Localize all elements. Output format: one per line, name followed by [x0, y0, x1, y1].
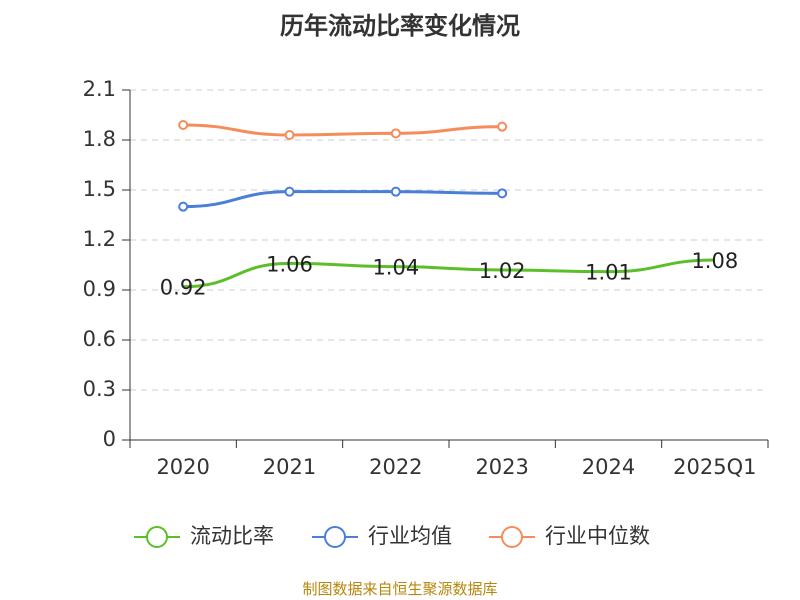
x-tick-label: 2021 — [263, 455, 316, 479]
data-point — [178, 120, 189, 130]
data-label: 1.02 — [479, 259, 526, 283]
data-point — [178, 201, 189, 212]
legend-marker — [324, 526, 346, 548]
legend-label: 行业中位数 — [545, 524, 650, 548]
data-point — [390, 186, 401, 197]
x-tick-label: 2024 — [582, 455, 635, 479]
y-tick-label: 1.5 — [83, 177, 116, 201]
series-line-3 — [183, 123, 503, 137]
series-lines — [178, 120, 715, 289]
legend-label: 行业均值 — [368, 524, 452, 548]
y-tick-label: 0.6 — [83, 327, 116, 351]
data-label: 1.04 — [372, 256, 419, 280]
series-line-2 — [183, 190, 503, 209]
x-tick-label: 2023 — [475, 455, 528, 479]
data-label: 0.92 — [160, 276, 207, 300]
data-label: 1.08 — [691, 249, 738, 273]
x-tick-label: 2020 — [156, 455, 209, 479]
axes: 0 0.3 0.6 0.9 1.2 1.5 1.8 2.1 2020 2021 2022 2023 20… — [83, 77, 769, 479]
source-note: 制图数据来自恒生聚源数据库 — [302, 580, 498, 598]
series-line-1 — [183, 258, 715, 289]
y-tick-label: 0.9 — [83, 277, 116, 301]
data-point — [284, 130, 295, 140]
y-tick-label: 2.1 — [83, 77, 116, 101]
data-label: 1.06 — [266, 252, 313, 276]
y-tick-label: 1.8 — [83, 127, 116, 151]
chart-title: 历年流动比率变化情况 — [280, 12, 520, 40]
data-point — [390, 128, 401, 139]
x-tick-label: 2022 — [369, 455, 422, 479]
legend-marker — [146, 526, 168, 548]
data-point — [497, 121, 508, 132]
data-point — [497, 188, 508, 199]
data-labels: 0.92 1.06 1.04 1.02 1.01 1.08 — [160, 249, 738, 300]
x-tick-label: 2025Q1 — [673, 455, 756, 479]
data-label: 1.01 — [585, 261, 632, 285]
y-tick-label: 1.2 — [83, 227, 116, 251]
legend-label: 流动比率 — [190, 524, 274, 548]
y-tick-label: 0 — [103, 427, 116, 451]
grid-lines — [130, 89, 768, 391]
legend-marker — [501, 526, 523, 548]
legend: 流动比率 行业均值 行业中位数 — [134, 524, 650, 548]
data-point — [284, 186, 295, 197]
y-tick-label: 0.3 — [83, 377, 116, 401]
